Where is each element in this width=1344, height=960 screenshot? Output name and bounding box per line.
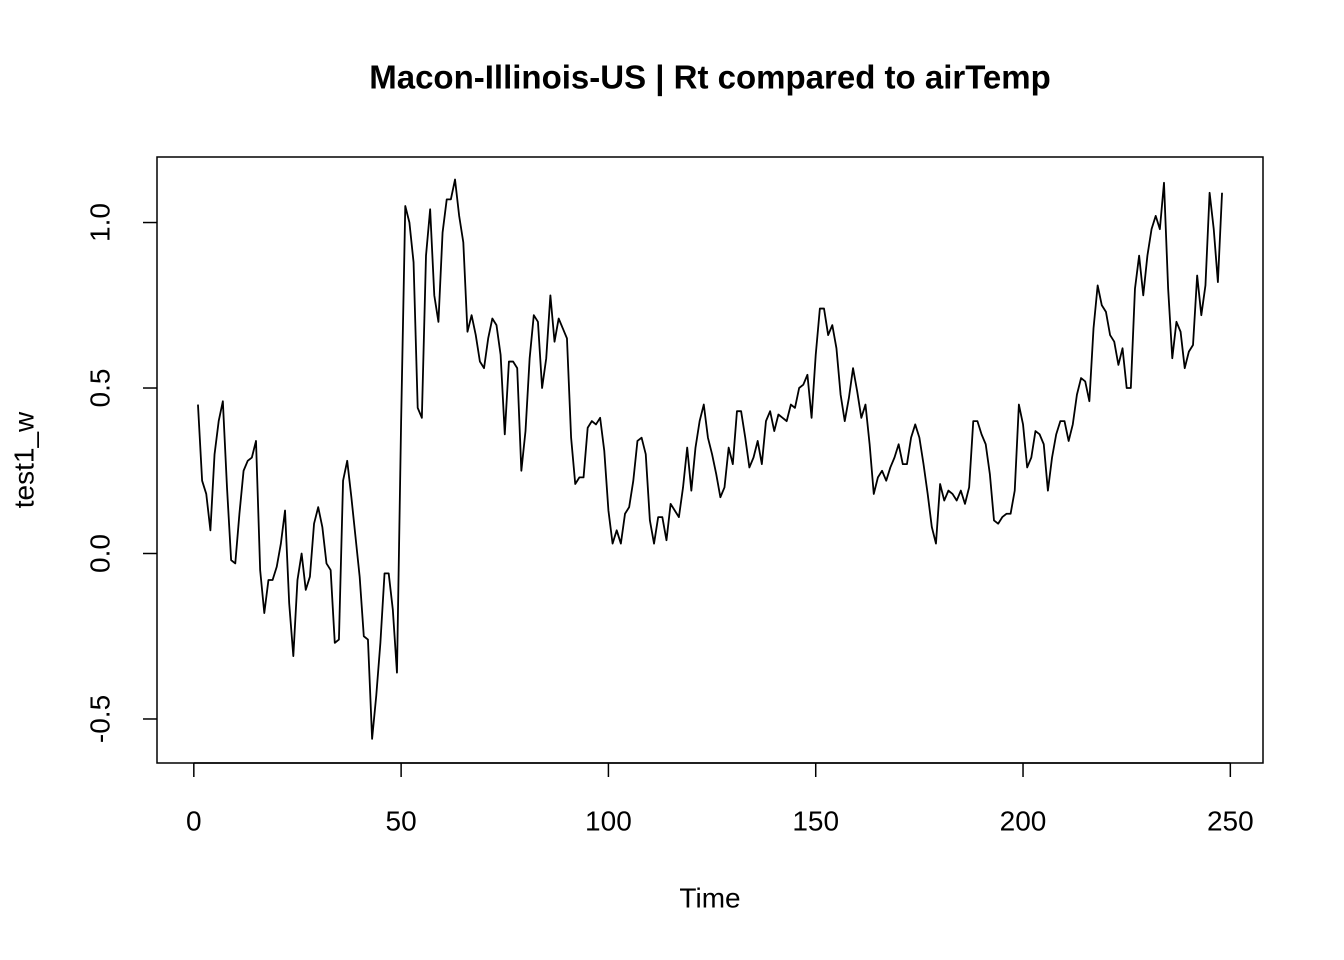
x-axis-label: Time xyxy=(679,882,740,913)
data-line xyxy=(197,178,1223,740)
chart-title: Macon-Illinois-US | Rt compared to airTe… xyxy=(369,59,1051,96)
x-tick-label: 200 xyxy=(1000,805,1047,836)
y-tick-label: -0.5 xyxy=(84,695,115,743)
x-tick-label: 50 xyxy=(386,805,417,836)
x-tick-label: 100 xyxy=(585,805,632,836)
x-tick-label: 150 xyxy=(792,805,839,836)
y-tick-label: 1.0 xyxy=(84,203,115,242)
y-tick-label: 0.5 xyxy=(84,369,115,408)
x-tick-label: 0 xyxy=(186,805,202,836)
y-tick-label: 0.0 xyxy=(84,534,115,573)
y-axis-label: test1_w xyxy=(8,411,39,508)
x-tick-label: 250 xyxy=(1207,805,1254,836)
